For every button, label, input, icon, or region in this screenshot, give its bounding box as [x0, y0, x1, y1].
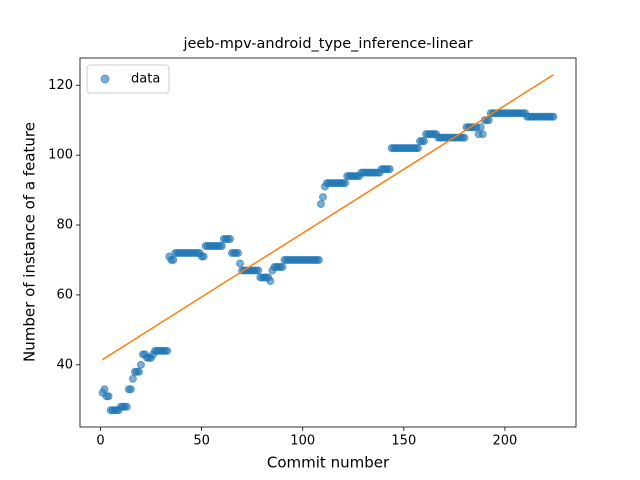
point — [128, 374, 137, 383]
point — [278, 262, 287, 271]
point — [549, 112, 558, 121]
x-tick-label: 150 — [391, 434, 416, 449]
point — [104, 392, 113, 401]
legend-marker — [100, 74, 110, 84]
x-axis-label: Commit number — [267, 454, 390, 472]
point — [136, 360, 145, 369]
x-tick-label: 100 — [290, 434, 315, 449]
x-tick-label: 50 — [193, 434, 210, 449]
point — [225, 235, 234, 244]
point — [217, 241, 226, 250]
legend-label: data — [131, 72, 160, 87]
y-tick-label: 60 — [56, 287, 73, 302]
y-tick-label: 40 — [56, 357, 73, 372]
point — [266, 276, 275, 285]
point — [476, 123, 485, 132]
y-axis-label: Number of instance of a feature — [21, 122, 39, 362]
chart-title: jeeb-mpv-android_type_inference-linear — [182, 36, 472, 52]
legend-box — [86, 64, 170, 94]
point — [420, 137, 429, 146]
point — [126, 385, 135, 394]
point — [100, 385, 109, 394]
point — [236, 259, 245, 268]
point — [413, 144, 422, 153]
y-tick-label: 120 — [48, 78, 73, 93]
point — [314, 255, 323, 264]
x-tick-label: 200 — [493, 434, 518, 449]
x-tick-label: 0 — [96, 434, 104, 449]
point — [169, 255, 178, 264]
point — [341, 179, 350, 188]
y-tick-label: 80 — [56, 218, 73, 233]
point — [478, 130, 487, 139]
point — [484, 116, 493, 125]
point — [254, 266, 263, 275]
scatter-series — [98, 109, 558, 415]
point — [134, 367, 143, 376]
point — [460, 133, 469, 142]
point — [163, 346, 172, 355]
y-tick-label: 100 — [48, 148, 73, 163]
plot-frame — [79, 57, 577, 428]
point — [234, 248, 243, 257]
point — [318, 193, 327, 202]
point — [199, 252, 208, 261]
fit-line — [102, 74, 554, 361]
point — [385, 165, 394, 174]
point — [122, 402, 131, 411]
point — [316, 200, 325, 209]
